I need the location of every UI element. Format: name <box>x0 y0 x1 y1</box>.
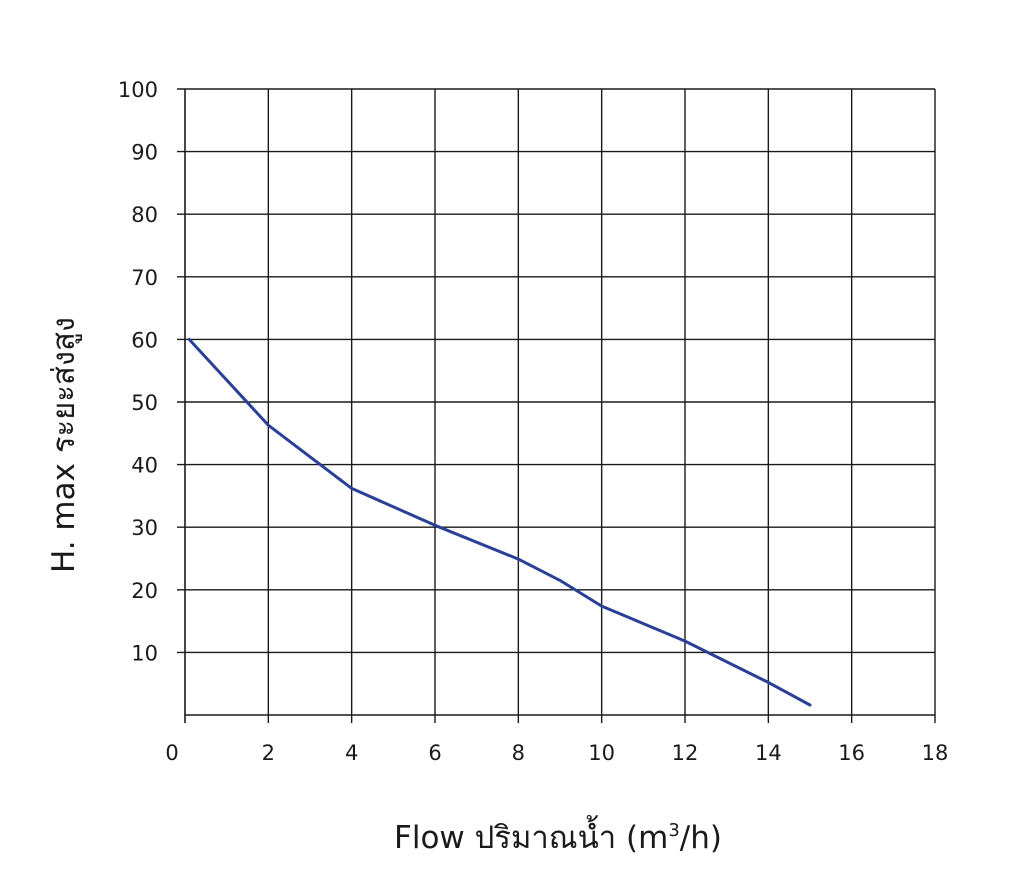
x-tick-label: 2 <box>262 741 275 765</box>
x-axis-unit-suffix: /h) <box>680 820 722 856</box>
x-tick-label: 16 <box>838 741 865 765</box>
tick-labels: 0 2 4 6 8 10 12 14 16 18 10 20 30 40 50 60 70 80 90 100 <box>118 78 948 765</box>
x-tick-label: 14 <box>755 741 782 765</box>
y-tick-label: 100 <box>118 78 158 102</box>
y-tick-label: 80 <box>131 203 158 227</box>
y-tick-label: 30 <box>131 516 158 540</box>
series-line <box>187 337 812 707</box>
axes <box>184 89 935 723</box>
y-tick-label: 60 <box>131 328 158 352</box>
x-axis-unit-superscript: 3 <box>668 820 679 841</box>
x-tick-label: 8 <box>512 741 525 765</box>
x-tick-label: 0 <box>165 741 178 765</box>
series-layer <box>187 337 812 707</box>
y-axis-label: H. max ระยะส่งสูง <box>46 317 82 573</box>
grid <box>177 88 936 723</box>
x-tick-label: 10 <box>588 741 615 765</box>
y-tick-label: 70 <box>131 266 158 290</box>
x-axis-label: Flow ปริมาณน้ำ (m3/h) <box>394 815 722 856</box>
x-axis-label-text: Flow ปริมาณน้ำ <box>394 815 616 856</box>
y-tick-label: 20 <box>131 579 158 603</box>
y-tick-label: 10 <box>131 641 158 665</box>
y-tick-label: 90 <box>131 141 158 165</box>
y-tick-label: 50 <box>131 391 158 415</box>
x-tick-label: 12 <box>672 741 699 765</box>
x-tick-label: 18 <box>922 741 949 765</box>
x-tick-label: 4 <box>345 741 358 765</box>
x-axis-unit-prefix: (m <box>626 820 668 856</box>
y-tick-label: 40 <box>131 454 158 478</box>
x-tick-label: 6 <box>428 741 441 765</box>
